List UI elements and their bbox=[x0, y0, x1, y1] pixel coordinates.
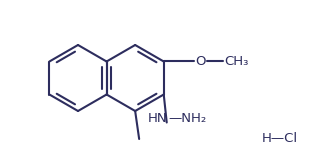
Text: HN: HN bbox=[148, 112, 168, 126]
Text: CH₃: CH₃ bbox=[225, 55, 249, 68]
Text: O: O bbox=[196, 55, 206, 68]
Text: H—Cl: H—Cl bbox=[262, 132, 298, 144]
Text: —NH₂: —NH₂ bbox=[169, 112, 207, 126]
